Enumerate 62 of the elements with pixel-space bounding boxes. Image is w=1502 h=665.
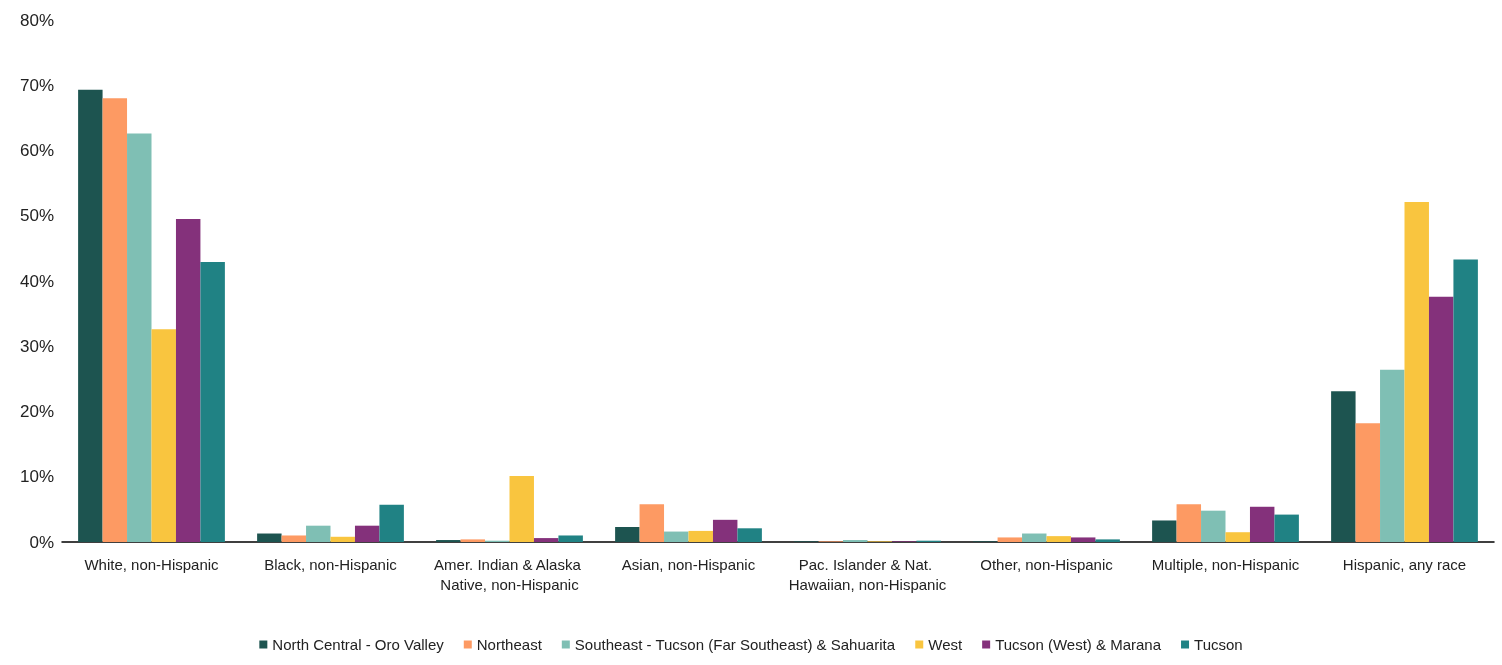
bar bbox=[615, 526, 640, 542]
bar bbox=[688, 530, 713, 542]
y-tick-label: 80% bbox=[19, 10, 54, 30]
bar bbox=[175, 219, 201, 542]
legend-label: Tucson (West) & Marana bbox=[995, 636, 1162, 653]
bar bbox=[1453, 259, 1478, 542]
bar bbox=[1249, 506, 1275, 542]
x-tick-label: Hispanic, any race bbox=[1342, 555, 1467, 573]
y-tick-label: 50% bbox=[19, 206, 54, 226]
bar bbox=[354, 525, 380, 542]
legend-label: Southeast - Tucson (Far Southeast) & Sahuarita bbox=[574, 636, 896, 653]
x-tick-label: Multiple, non-Hispanic bbox=[1151, 555, 1300, 573]
bar bbox=[1201, 510, 1226, 542]
bar bbox=[1046, 536, 1071, 542]
y-tick-label: 0% bbox=[29, 532, 54, 552]
legend-label: Northeast bbox=[476, 636, 543, 653]
x-tick-label: White, non-Hispanic bbox=[84, 555, 220, 573]
bar bbox=[639, 504, 665, 542]
y-tick-label: 60% bbox=[19, 141, 54, 160]
bar bbox=[200, 262, 225, 542]
bar bbox=[737, 528, 762, 542]
bar bbox=[664, 531, 689, 542]
x-tick-label: Black, non-Hispanic bbox=[264, 555, 398, 573]
bar bbox=[257, 533, 282, 542]
bar bbox=[1152, 520, 1177, 542]
x-tick-label: Pac. Islander & Nat. Hawaiian, non-Hispanic bbox=[788, 555, 947, 593]
bar bbox=[78, 89, 103, 542]
legend-label: West bbox=[928, 636, 963, 653]
bar bbox=[1428, 296, 1454, 542]
bar bbox=[1404, 202, 1429, 542]
bar bbox=[460, 539, 486, 542]
x-tick-label: Amer. Indian & Alaska Native, non-Hispanic bbox=[434, 555, 585, 593]
bar bbox=[533, 538, 559, 542]
bar bbox=[127, 133, 152, 542]
bar bbox=[509, 476, 534, 542]
y-tick-label: 70% bbox=[19, 75, 54, 95]
bar bbox=[1274, 514, 1299, 542]
bar bbox=[379, 504, 404, 542]
bar bbox=[558, 535, 583, 542]
x-tick-label: Other, non-Hispanic bbox=[980, 555, 1114, 573]
bar bbox=[1176, 504, 1202, 542]
bar bbox=[1225, 532, 1250, 542]
legend-label: North Central - Oro Valley bbox=[272, 636, 445, 653]
bar bbox=[1095, 539, 1120, 542]
bar bbox=[102, 98, 128, 542]
bar bbox=[712, 519, 738, 542]
bar bbox=[281, 535, 307, 542]
y-tick-label: 40% bbox=[19, 271, 54, 291]
y-tick-label: 20% bbox=[19, 402, 54, 421]
x-tick-label: Asian, non-Hispanic bbox=[621, 555, 756, 573]
y-tick-label: 30% bbox=[19, 336, 54, 356]
bar bbox=[1355, 423, 1381, 542]
bar bbox=[997, 537, 1023, 542]
bar bbox=[330, 536, 355, 542]
bar bbox=[1022, 533, 1047, 542]
y-tick-label: 10% bbox=[19, 467, 54, 487]
bar bbox=[1331, 391, 1356, 542]
bar bbox=[1070, 537, 1096, 542]
bar bbox=[306, 525, 331, 542]
legend-label: Tucson bbox=[1194, 636, 1243, 653]
bar bbox=[151, 329, 176, 542]
bar bbox=[1380, 369, 1405, 542]
